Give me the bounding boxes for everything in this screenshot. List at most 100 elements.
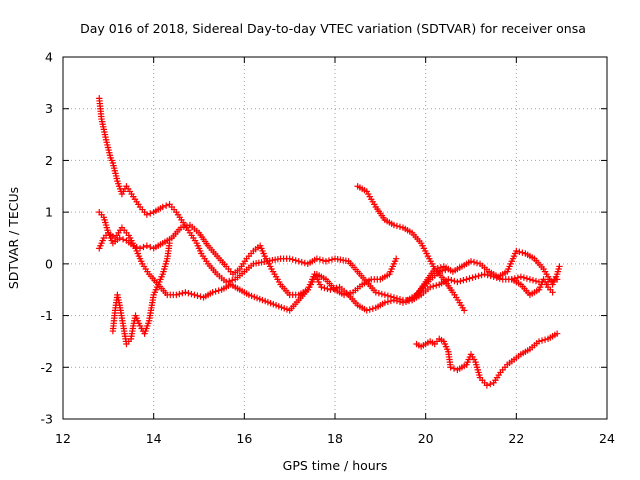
- y-tick-label: 4: [45, 50, 53, 65]
- data-point-interp: [215, 287, 222, 294]
- data-point: [372, 289, 379, 296]
- y-tick-labels: -3 -2 -1 0 1 2 3 4: [41, 50, 54, 427]
- data-point-interp: [319, 257, 327, 264]
- data-point: [427, 283, 434, 291]
- x-tick-label: 24: [599, 431, 615, 446]
- data-point: [461, 307, 468, 314]
- data-point: [173, 291, 180, 299]
- axis-ticks: [62, 56, 608, 420]
- data-point: [393, 255, 400, 262]
- chart-title: Day 016 of 2018, Sidereal Day-to-day VTE…: [80, 21, 586, 36]
- data-point-interp: [292, 257, 299, 264]
- data-point-interp: [457, 277, 464, 285]
- data-point: [483, 382, 491, 389]
- data-point-interp: [529, 277, 537, 284]
- data-point-interp: [470, 258, 478, 266]
- data-point: [322, 258, 330, 265]
- grid: [63, 57, 607, 419]
- x-tick-label: 22: [508, 431, 524, 446]
- data-point-interp: [384, 298, 392, 305]
- x-tick-label: 14: [146, 431, 162, 446]
- data-point-interp: [516, 248, 523, 255]
- data-point-interp: [369, 305, 376, 312]
- data-point: [472, 273, 479, 280]
- data-point: [390, 221, 398, 229]
- data-point-interp: [375, 289, 383, 297]
- data-point: [556, 263, 563, 270]
- series-track-h: [508, 276, 556, 299]
- data-point: [513, 247, 520, 255]
- data-point: [318, 283, 325, 291]
- y-tick-label: 1: [45, 205, 53, 220]
- series-track-c: [96, 224, 561, 314]
- data-point-interp: [119, 236, 127, 243]
- data-point-interp: [475, 272, 482, 280]
- data-point-interp: [162, 202, 170, 209]
- y-axis-label: SDTVAR / TECUs: [6, 187, 21, 289]
- series-track-e: [354, 183, 468, 314]
- data-point-interp: [396, 298, 404, 305]
- data-point: [143, 211, 151, 218]
- y-tick-label: -2: [41, 360, 53, 375]
- data-point-interp: [378, 290, 386, 298]
- x-tick-labels: 12 14 16 18 20 22 24: [55, 431, 615, 446]
- data-point-interp: [532, 277, 540, 285]
- data-point-interp: [434, 264, 441, 272]
- data-point-interp: [176, 290, 183, 298]
- data-point-interp: [487, 380, 494, 388]
- x-tick-label: 12: [55, 431, 71, 446]
- data-point: [209, 289, 216, 296]
- data-point-interp: [393, 297, 401, 305]
- data-point-interp: [180, 223, 188, 230]
- data-point: [286, 255, 293, 262]
- data-point: [363, 307, 370, 314]
- data-point-interp: [185, 289, 192, 297]
- data-point-interp: [179, 289, 186, 297]
- data-point-interp: [396, 223, 404, 230]
- data-point-interp: [183, 222, 191, 230]
- data-point-interp: [212, 288, 219, 295]
- data-point: [399, 299, 407, 306]
- data-point-interp: [387, 297, 395, 305]
- data-point-interp: [330, 285, 337, 293]
- data-point-interp: [289, 256, 296, 263]
- data-point-interp: [188, 290, 195, 298]
- series-track-g: [404, 247, 563, 304]
- x-tick-label: 20: [418, 431, 434, 446]
- data-point-interp: [147, 243, 154, 251]
- series-track-d: [109, 239, 173, 348]
- data-point-interp: [469, 274, 476, 281]
- data-point: [313, 255, 321, 262]
- data-point: [159, 203, 166, 211]
- x-axis-label: GPS time / hours: [283, 458, 388, 473]
- data-point: [295, 258, 302, 265]
- data-point-interp: [466, 275, 473, 282]
- data-point: [143, 242, 151, 249]
- data-point-interp: [316, 256, 324, 263]
- data-point-interp: [519, 249, 526, 256]
- data-point-interp: [321, 284, 328, 292]
- data-point-interp: [439, 267, 446, 274]
- data-point: [390, 296, 398, 304]
- series-track-f: [413, 330, 561, 389]
- series-track-a: [96, 95, 452, 304]
- data-point: [166, 239, 173, 247]
- data-point-interp: [473, 259, 481, 267]
- data-point: [182, 289, 189, 296]
- data-point: [327, 286, 334, 293]
- data-point-interp: [523, 275, 531, 282]
- data-point: [191, 291, 198, 299]
- data-point-interp: [328, 256, 336, 263]
- data-point-interp: [484, 271, 491, 279]
- data-point-interp: [541, 336, 549, 343]
- data-point-interp: [343, 290, 351, 298]
- x-tick-label: 16: [236, 431, 252, 446]
- data-point: [526, 276, 534, 283]
- data-point: [381, 299, 389, 306]
- data-point-interp: [325, 257, 333, 264]
- y-tick-label: 3: [45, 101, 53, 116]
- data-point: [454, 278, 461, 286]
- y-tick-label: 2: [45, 153, 53, 168]
- data-point: [517, 273, 525, 280]
- data-point-interp: [448, 277, 455, 284]
